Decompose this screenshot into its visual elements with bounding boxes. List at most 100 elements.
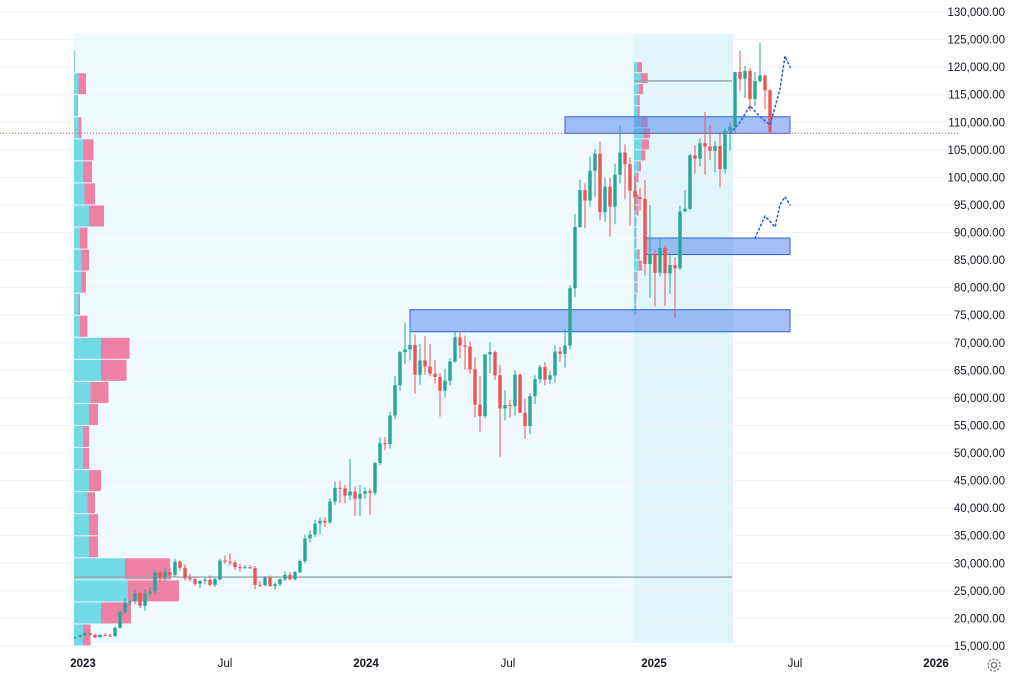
time-axis-label: 2025 [641, 658, 667, 670]
price-axis-label: 110,000.00 [948, 117, 1005, 129]
support-resistance-zone[interactable] [410, 310, 790, 332]
price-axis-label: 115,000.00 [948, 90, 1005, 102]
volume-profile-down-bar [636, 205, 638, 215]
candle-body [498, 375, 501, 408]
candle-body [563, 346, 566, 354]
projection-path [755, 197, 790, 238]
candle-body [683, 209, 686, 212]
candle-body [548, 375, 551, 379]
volume-profile-down-bar [125, 558, 170, 579]
volume-profile-up-bar [634, 73, 641, 83]
volume-profile-down-bar [89, 404, 98, 425]
candle-body [653, 254, 656, 273]
candle-body [198, 581, 201, 584]
candle-body [513, 375, 516, 406]
candle-body [573, 227, 576, 288]
candle-body [378, 443, 381, 463]
volume-profile-up-bar [634, 95, 637, 105]
candle-body [193, 579, 196, 583]
candle-body [308, 535, 311, 539]
volume-profile-up-bar [74, 426, 83, 447]
volume-profile-up-bar [634, 294, 635, 304]
volume-profile-down-bar [641, 73, 648, 83]
volume-profile-up-bar [74, 580, 128, 601]
candle-body [108, 636, 111, 637]
candle-body [618, 153, 621, 175]
candle-body [433, 374, 436, 377]
volume-profile-up-bar [74, 448, 83, 469]
candle-body [478, 405, 481, 417]
candle-body [678, 212, 681, 269]
price-axis-label: 85,000.00 [954, 255, 1005, 267]
volume-profile-down-bar [636, 283, 637, 293]
candle-body [168, 572, 171, 575]
candle-body [393, 385, 396, 415]
candle-body [553, 352, 556, 376]
volume-profile-down-bar [636, 272, 637, 282]
candle-body [348, 492, 351, 496]
candle-body [663, 248, 666, 273]
volume-profile-up-bar [74, 205, 89, 226]
candle-body [503, 405, 506, 408]
price-axis-label: 30,000.00 [954, 558, 1005, 570]
volume-profile-up-bar [634, 216, 635, 226]
time-axis-label: Jul [218, 658, 233, 670]
candle-body [688, 155, 691, 208]
volume-profile-up-bar [74, 338, 101, 359]
candle-body [203, 580, 206, 581]
support-resistance-zone[interactable] [565, 117, 790, 134]
candle-body [648, 254, 651, 264]
price-axis-label: 75,000.00 [954, 310, 1005, 322]
support-resistance-zone[interactable] [645, 238, 790, 255]
volume-profile-up-bar [74, 316, 80, 337]
volume-profile-up-bar [74, 73, 79, 94]
candle-body [593, 154, 596, 171]
volume-profile-up-bar [634, 106, 637, 116]
candle-body [673, 265, 676, 268]
candle-body [123, 602, 126, 611]
candle-body [568, 288, 571, 345]
candle-body [188, 578, 191, 579]
candle-body [323, 521, 326, 523]
volume-profile-up-bar [74, 272, 82, 293]
candle-body [73, 637, 76, 638]
volume-profile-down-bar [80, 228, 88, 249]
settings-gear-icon[interactable] [984, 655, 1004, 675]
volume-profile-down-bar [85, 183, 96, 204]
candle-body [748, 71, 751, 99]
candle-body [103, 635, 106, 636]
volume-profile-up-bar [74, 117, 79, 138]
volume-profile-down-bar [637, 62, 642, 72]
candle-body [588, 171, 591, 201]
volume-profile-up-bar [74, 183, 85, 204]
time-axis-label: Jul [501, 658, 516, 670]
volume-profile-down-bar [89, 470, 101, 491]
candle-body [313, 524, 316, 535]
volume-profile-up-bar [74, 514, 89, 535]
candle-body [613, 175, 616, 207]
volume-profile-up-bar [74, 624, 83, 645]
candle-body [228, 562, 231, 563]
candle-body [523, 413, 526, 426]
volume-profile-up-bar [634, 228, 635, 238]
candle-body [693, 155, 696, 158]
volume-profile-down-bar [83, 426, 89, 447]
candle-body [298, 561, 301, 572]
price-axis-label: 55,000.00 [954, 420, 1005, 432]
candle-body [183, 568, 186, 578]
volume-profile-up-bar [74, 51, 75, 72]
volume-profile-down-bar [639, 84, 644, 94]
candle-body [638, 197, 641, 199]
candle-body [303, 538, 306, 561]
candle-body [383, 443, 386, 444]
candle-body [428, 366, 431, 373]
candle-body [463, 346, 466, 347]
candle-body [328, 502, 331, 523]
volume-profile-down-bar [83, 448, 89, 469]
volume-profile-up-bar [74, 602, 101, 623]
volume-profile-up-bar [74, 250, 82, 271]
volume-profile-up-bar [74, 294, 79, 315]
volume-profile-down-bar [83, 161, 92, 182]
candle-body [698, 143, 701, 158]
